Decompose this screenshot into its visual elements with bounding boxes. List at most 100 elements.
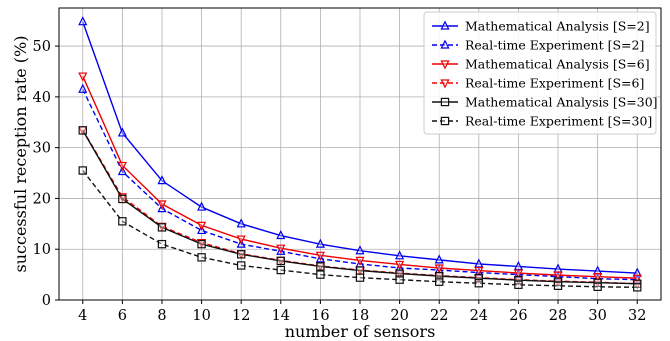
series-line	[82, 75, 638, 279]
data-point	[633, 283, 642, 292]
data-point	[276, 229, 286, 240]
data-point	[435, 271, 444, 281]
data-point	[117, 127, 127, 137]
x-tick-label: 10	[192, 308, 210, 324]
data-point	[474, 258, 484, 268]
x-tick-label: 20	[390, 308, 408, 324]
axis-ticks: 4 6 8 10 12 14 16 18 20 22 24 26 28 30 32 0 10 20 30 40 50	[33, 39, 647, 324]
x-tick-label: 16	[311, 308, 329, 324]
legend-marker	[440, 39, 450, 49]
data-point	[197, 253, 206, 262]
x-tick-label: 26	[509, 308, 527, 324]
x-tick-label: 4	[78, 308, 87, 324]
x-tick-label: 18	[351, 308, 369, 324]
y-tick-label: 0	[42, 293, 51, 309]
data-point	[197, 221, 207, 231]
legend: Mathematical Analysis [S=2] Real-time Exp…	[423, 11, 658, 135]
data-point	[315, 238, 325, 248]
data-point	[632, 274, 642, 284]
legend-item: Mathematical Analysis [S=30]	[432, 95, 658, 110]
data-point	[78, 126, 87, 135]
data-point	[315, 251, 325, 261]
data-point	[118, 217, 127, 226]
series-group	[78, 16, 642, 292]
data-point	[236, 261, 246, 270]
data-point	[434, 264, 444, 274]
data-point	[553, 271, 563, 281]
y-axis-label: successful reception rate (%)	[11, 36, 30, 273]
legend-item: Real-time Experiment [S=6]	[432, 76, 644, 91]
data-point	[78, 166, 87, 175]
data-point	[316, 270, 325, 279]
data-point	[514, 280, 523, 289]
data-point	[395, 250, 405, 260]
data-point	[78, 83, 88, 93]
x-tick-label: 24	[470, 308, 488, 324]
data-point	[78, 72, 88, 82]
y-tick-label: 20	[33, 191, 51, 207]
data-point	[395, 269, 404, 278]
legend-marker	[440, 79, 450, 89]
data-point	[117, 161, 127, 171]
data-point	[355, 256, 365, 266]
legend-marker	[440, 20, 450, 30]
data-point	[435, 277, 444, 286]
series-3	[78, 72, 642, 284]
data-point	[236, 235, 246, 245]
x-tick-label: 8	[157, 308, 166, 324]
data-point	[197, 201, 207, 211]
data-point	[197, 239, 206, 249]
legend-marker	[440, 116, 450, 126]
data-point	[236, 218, 246, 228]
legend-label: Real-time Experiment [S=30]	[465, 114, 652, 129]
legend-item: Mathematical Analysis [S=2]	[432, 19, 650, 34]
data-point	[593, 273, 603, 283]
data-point	[395, 260, 405, 270]
data-point	[157, 223, 167, 232]
data-point	[118, 194, 127, 204]
series-line	[82, 21, 638, 274]
data-point	[355, 245, 365, 255]
y-tick-label: 40	[33, 90, 51, 106]
y-tick-label: 10	[33, 242, 51, 258]
series-line	[82, 170, 638, 288]
data-point	[276, 245, 286, 255]
x-tick-label: 28	[549, 308, 567, 324]
y-tick-label: 30	[33, 141, 51, 157]
legend-marker	[440, 97, 450, 107]
legend-label: Real-time Experiment [S=2]	[465, 38, 644, 53]
legend-label: Mathematical Analysis [S=6]	[465, 57, 650, 72]
legend-label: Mathematical Analysis [S=2]	[465, 19, 650, 34]
series-line	[82, 130, 638, 285]
series-6	[78, 166, 642, 292]
x-axis-label: number of sensors	[285, 322, 436, 341]
data-point	[513, 269, 523, 279]
data-point	[395, 275, 404, 284]
x-tick-label: 14	[272, 308, 290, 324]
data-point	[474, 279, 484, 288]
data-point	[276, 244, 286, 254]
data-point	[355, 266, 365, 275]
x-tick-label: 30	[588, 308, 606, 324]
data-point	[553, 281, 563, 290]
data-point	[236, 250, 246, 259]
x-tick-label: 32	[628, 308, 646, 324]
data-point	[316, 262, 325, 271]
data-point	[514, 275, 523, 285]
data-point	[157, 200, 167, 210]
legend-marker	[440, 60, 450, 70]
data-point	[474, 266, 484, 277]
x-tick-label: 22	[430, 308, 448, 324]
data-point	[355, 273, 365, 282]
legend-label: Mathematical Analysis [S=30]	[465, 95, 658, 110]
x-tick-label: 6	[118, 308, 127, 324]
y-tick-label: 50	[33, 39, 51, 55]
legend-item: Real-time Experiment [S=2]	[432, 38, 644, 53]
data-point	[157, 175, 167, 185]
legend-item: Mathematical Analysis [S=6]	[432, 57, 650, 72]
data-point	[593, 282, 602, 291]
data-point	[78, 16, 88, 26]
data-point	[276, 256, 285, 266]
legend-item: Real-time Experiment [S=30]	[432, 114, 652, 129]
